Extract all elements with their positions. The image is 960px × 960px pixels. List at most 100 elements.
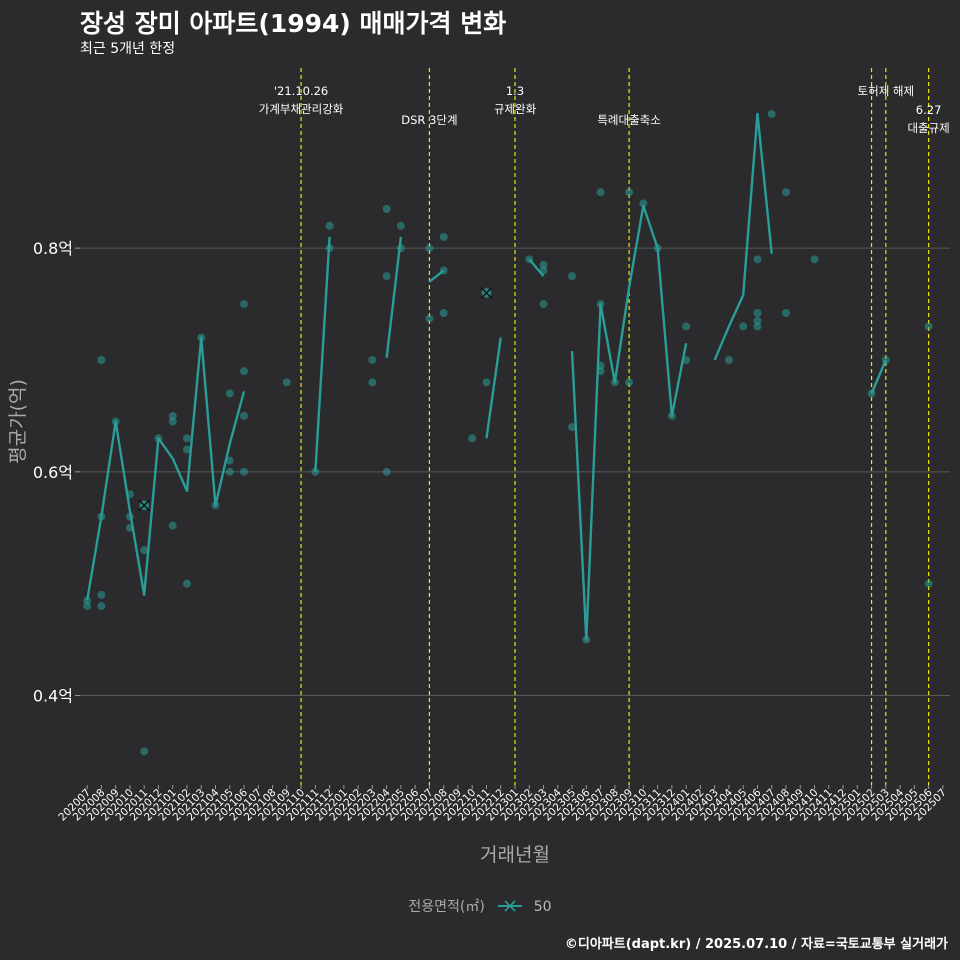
scatter-point — [97, 355, 106, 364]
scatter-point — [539, 266, 548, 275]
scatter-point — [368, 355, 377, 364]
scatter-point — [753, 309, 762, 318]
scatter-point — [568, 423, 577, 432]
scatter-point — [596, 361, 605, 370]
scatter-point — [97, 602, 106, 611]
event-label: 규제완화 — [494, 102, 537, 116]
source-caption: ©디아파트(dapt.kr) / 2025.07.10 / 자료=국토교통부 실… — [564, 937, 948, 952]
scatter-point — [225, 456, 234, 465]
scatter-point — [168, 417, 177, 426]
scatter-point — [325, 244, 334, 253]
scatter-point — [83, 602, 92, 611]
scatter-point — [111, 417, 120, 426]
scatter-point — [382, 272, 391, 281]
scatter-point — [425, 314, 434, 323]
scatter-point — [482, 378, 491, 387]
series-line-50 — [485, 337, 502, 439]
highlight-x-mark — [138, 499, 151, 512]
series-line-50 — [385, 236, 403, 358]
scatter-point — [568, 272, 577, 281]
scatter-point — [225, 389, 234, 398]
chart-title: 장성 장미 아파트(1994) 매매가격 변화 — [80, 9, 507, 38]
scatter-point — [240, 300, 249, 309]
scatter-point — [610, 378, 619, 387]
scatter-point — [439, 309, 448, 318]
scatter-point — [140, 546, 149, 555]
scatter-point — [753, 322, 762, 331]
series-line-50 — [570, 204, 688, 641]
scatter-point — [468, 434, 477, 443]
scatter-point — [539, 260, 548, 269]
scatter-point — [682, 322, 691, 331]
legend-key-icon — [498, 900, 523, 912]
event-label: 토허제 해제 — [858, 84, 915, 98]
event-label: 가계부채관리강화 — [259, 102, 344, 116]
scatter-point — [182, 579, 191, 588]
scatter-point — [125, 490, 134, 499]
scatter-point — [382, 204, 391, 213]
scatter-point — [211, 501, 220, 510]
series-line-50 — [870, 359, 887, 395]
scatter-point — [168, 411, 177, 420]
scatter-point — [582, 635, 591, 644]
scatter-point — [125, 523, 134, 532]
scatter-point — [810, 255, 819, 264]
scatter-point — [225, 467, 234, 476]
scatter-point — [881, 355, 890, 364]
scatter-point — [368, 378, 377, 387]
scatter-point — [182, 445, 191, 454]
scatter-point — [97, 512, 106, 521]
scatter-point — [596, 188, 605, 197]
scatter-point — [154, 434, 163, 443]
scatter-point — [667, 411, 676, 420]
scatter-point — [596, 300, 605, 309]
scatter-point — [83, 596, 92, 605]
legend: 전용면적(㎡) 50 — [0, 896, 960, 916]
y-tick-label: 0.6억 — [33, 463, 73, 482]
y-axis-title: 평균가(억) — [7, 379, 29, 464]
scatter-point — [525, 255, 534, 264]
scatter-point — [197, 333, 206, 342]
scatter-point — [724, 355, 733, 364]
scatter-point — [539, 300, 548, 309]
scatter-point — [240, 467, 249, 476]
scatter-point — [140, 747, 149, 756]
x-axis-title: 거래년월 — [480, 844, 550, 866]
scatter-points — [83, 109, 933, 756]
y-tick-label: 0.4억 — [33, 687, 73, 706]
scatter-point — [753, 255, 762, 264]
grid-lines — [80, 247, 950, 697]
scatter-point — [282, 378, 291, 387]
scatter-point — [97, 590, 106, 599]
highlight-x-mark — [480, 286, 493, 299]
event-label: DSR 3단계 — [401, 113, 457, 127]
event-label: 특례대출축소 — [597, 113, 660, 127]
scatter-point — [739, 322, 748, 331]
y-tick-label: 0.8억 — [33, 239, 73, 258]
scatter-point — [753, 316, 762, 325]
scatter-point — [168, 521, 177, 530]
event-label: 6.27 — [916, 103, 942, 117]
scatter-point — [767, 109, 776, 118]
scatter-point — [867, 389, 876, 398]
scatter-point — [781, 309, 790, 318]
scatter-point — [653, 244, 662, 253]
event-label: '21.10.26 — [274, 84, 328, 98]
scatter-point — [639, 199, 648, 208]
event-label: 대출규제 — [907, 121, 949, 135]
scatter-point — [625, 378, 634, 387]
legend-label-50: 50 — [533, 899, 552, 915]
scatter-point — [924, 322, 933, 331]
scatter-point — [311, 467, 320, 476]
scatter-point — [396, 221, 405, 230]
legend-title: 전용면적(㎡) — [408, 899, 485, 915]
scatter-point — [240, 367, 249, 376]
scatter-point — [325, 221, 334, 230]
series-lines — [85, 112, 887, 641]
scatter-point — [682, 355, 691, 364]
scatter-point — [382, 467, 391, 476]
series-line-50 — [713, 112, 773, 361]
axes: 0.4억0.6억0.8억2020072020082020092020102020… — [7, 239, 949, 866]
